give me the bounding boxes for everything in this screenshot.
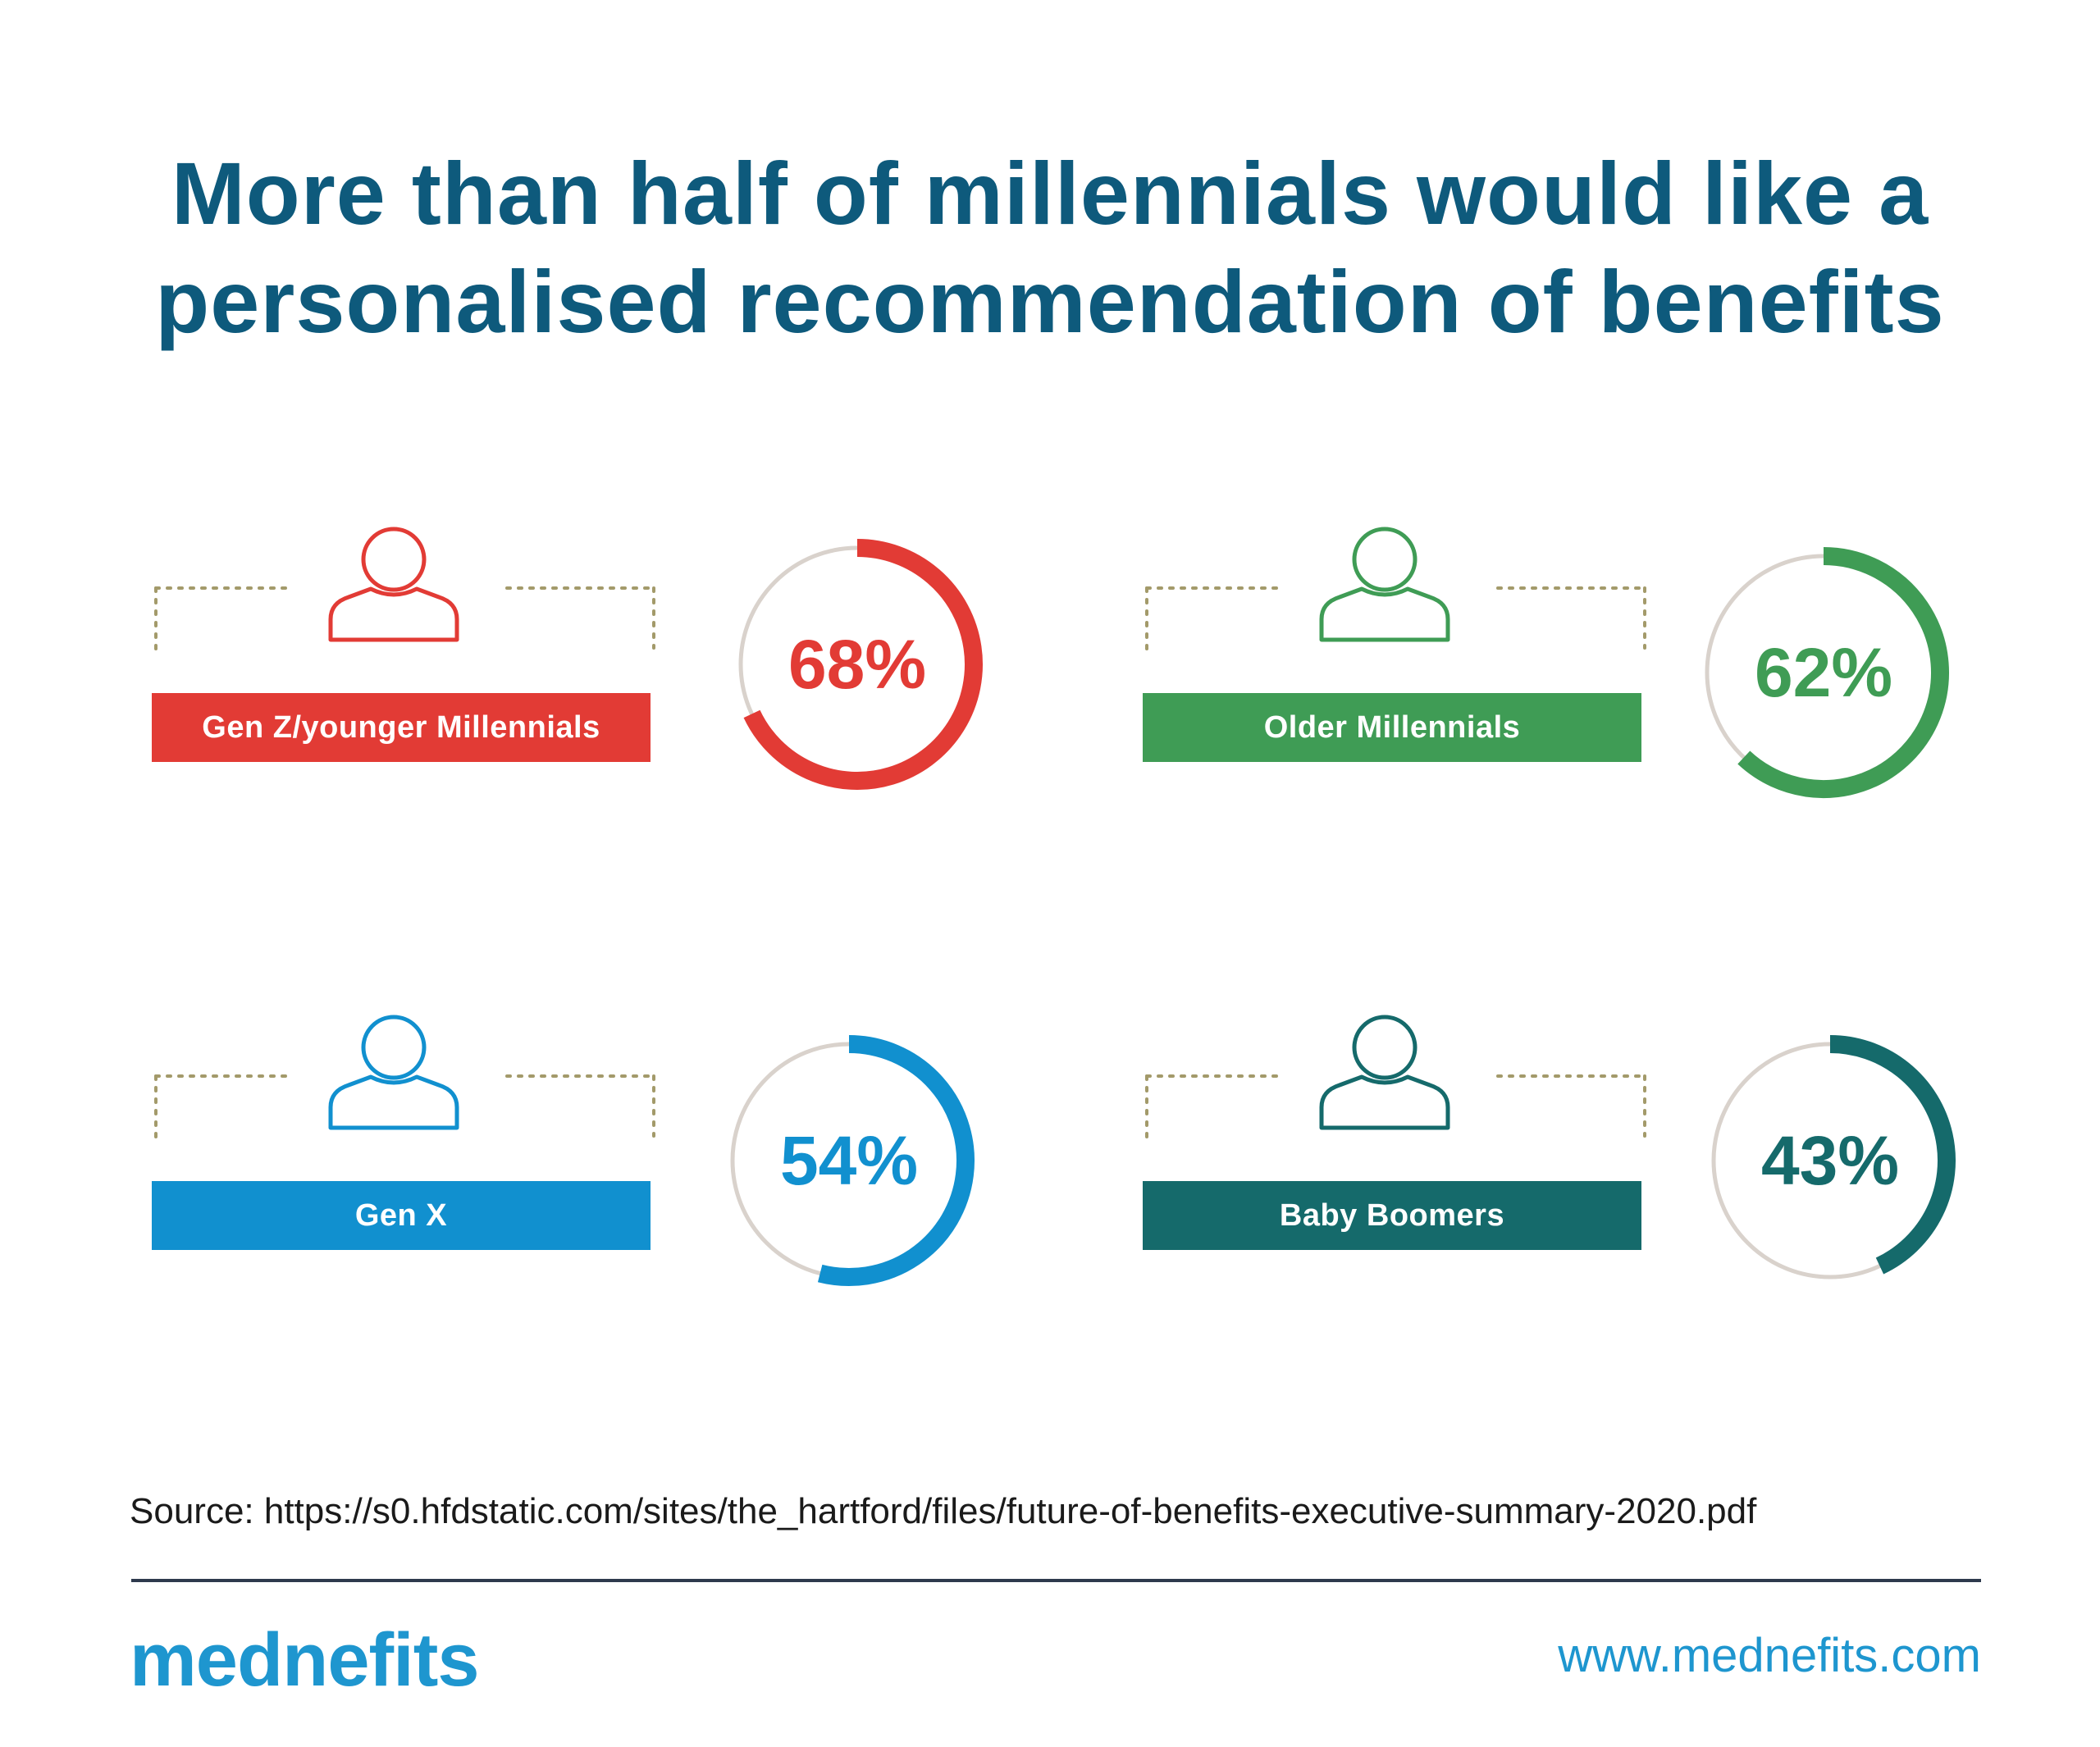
person-head (361, 1015, 427, 1080)
donut-value-arc (743, 539, 983, 790)
person-body (1319, 1074, 1450, 1130)
donut-ring (730, 1035, 975, 1286)
chart-title-line-2: personalised recommendation of benefits (155, 252, 1945, 351)
panel-frame (1145, 527, 1646, 658)
panel-gen-z: Gen Z/younger Millennials 68% (152, 525, 1136, 804)
panel-older-millennials: Older Millennials 62% (1143, 525, 2100, 804)
person-icon (1319, 1015, 1450, 1130)
donut-ring (1705, 547, 1949, 798)
donut-ring (738, 539, 983, 790)
dotted-bracket (154, 586, 655, 658)
dotted-bracket (1145, 1074, 1646, 1146)
person-body (1319, 586, 1450, 642)
mednefits-logo: mednefits (130, 1618, 480, 1702)
person-icon (328, 1015, 459, 1130)
category-label: Gen Z/younger Millennials (152, 693, 651, 762)
person-head (1352, 1015, 1418, 1080)
source-citation: Source: https://s0.hfdstatic.com/sites/t… (130, 1491, 1757, 1531)
panel-baby-boomers: Baby Boomers 43% (1143, 1013, 2100, 1292)
value-label: 62% (1754, 633, 1893, 711)
value-label: 68% (788, 625, 927, 703)
panel-frame (154, 527, 655, 658)
dotted-bracket (1145, 586, 1646, 658)
category-label: Baby Boomers (1143, 1181, 1641, 1250)
chart-title-line-1: More than half of millennials would like… (171, 144, 1929, 243)
dotted-bracket (154, 1074, 655, 1146)
panel-gen-x: Gen X 54% (152, 1013, 1136, 1292)
person-icon (328, 527, 459, 642)
person-head (361, 527, 427, 592)
donut-ring (1711, 1035, 1956, 1279)
person-head (1352, 527, 1418, 592)
footer-divider (131, 1579, 1981, 1582)
person-body (328, 586, 459, 642)
chart-title: More than half of millennials would like… (0, 139, 2100, 356)
value-label: 43% (1760, 1121, 1900, 1199)
category-label: Older Millennials (1143, 693, 1641, 762)
panel-frame (1145, 1015, 1646, 1146)
donut-value-arc (1829, 1035, 1956, 1275)
person-body (328, 1074, 459, 1130)
value-label: 54% (779, 1121, 919, 1199)
person-icon (1319, 527, 1450, 642)
website-link[interactable]: www.mednefits.com (1558, 1629, 1981, 1682)
panel-frame (154, 1015, 655, 1146)
category-label: Gen X (152, 1181, 651, 1250)
donut-value-arc (817, 1035, 975, 1286)
donut-value-arc (1737, 547, 1949, 798)
